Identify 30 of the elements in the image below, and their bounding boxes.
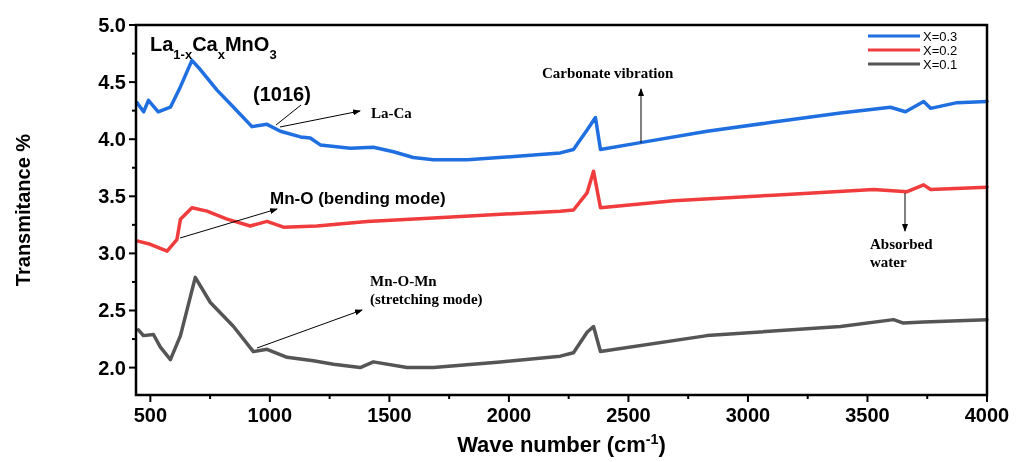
legend-label: X=0.2 [923, 43, 958, 58]
legend-label: X=0.1 [923, 57, 958, 72]
y-tick-label: 5.0 [98, 14, 126, 36]
annotation: Mn-O-Mn (stretching mode) [370, 273, 483, 308]
annotation: La$_{1-x}$Ca$_{x}$MnO$_{3}$ [150, 33, 277, 62]
x-tick-label: 2500 [606, 404, 651, 426]
x-tick-label: 1500 [367, 404, 412, 426]
y-tick-label: 2.5 [98, 299, 126, 322]
y-axis-title: Transmitance % [12, 133, 34, 287]
annotation: Carbonate vibration [542, 65, 674, 81]
line-series [135, 58, 989, 162]
y-tick-label: 2.0 [98, 356, 126, 379]
y-tick-label: 4.0 [98, 128, 126, 151]
annotation: (1016) [253, 83, 311, 105]
x-tick-label: 4000 [964, 404, 1010, 426]
y-tick-label: 4.5 [98, 71, 126, 94]
x-axis-title: Wave number (cm$^{-1}$) [457, 431, 666, 457]
y-tick-label: 3.5 [98, 185, 126, 208]
annotation: La-Ca [371, 105, 413, 121]
line-series [136, 275, 989, 370]
y-tick-label: 3.0 [98, 242, 126, 265]
x-tick-label: 2000 [486, 404, 532, 426]
x-tick-label: 500 [133, 404, 168, 426]
annotation: Absorbed water [870, 236, 934, 270]
line-series [135, 169, 989, 253]
x-tick-label: 3500 [845, 404, 890, 426]
legend-label: X=0.3 [923, 29, 958, 44]
x-tick-label: 1000 [247, 404, 293, 426]
x-tick-label: 3000 [725, 404, 771, 426]
annotation: Mn-O (bending mode) [270, 189, 446, 208]
